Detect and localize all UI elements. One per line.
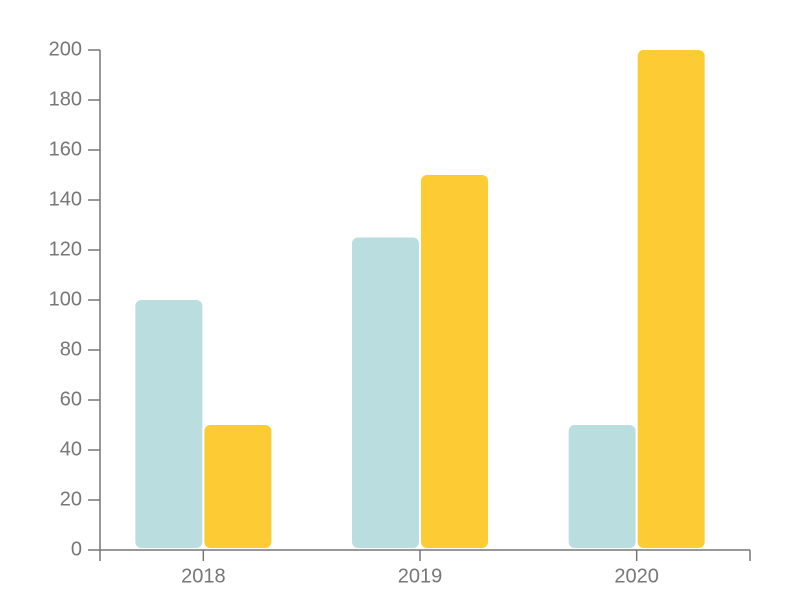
y-tick-label: 60 <box>60 388 82 410</box>
y-tick-label: 20 <box>60 488 82 510</box>
bar <box>204 425 272 548</box>
y-tick-label: 140 <box>49 188 82 210</box>
y-tick-label: 180 <box>49 88 82 110</box>
x-tick-label: 2018 <box>181 565 226 587</box>
y-tick-label: 120 <box>49 238 82 260</box>
bar <box>135 300 203 548</box>
y-tick-label: 100 <box>49 288 82 310</box>
bar <box>421 175 488 548</box>
bar <box>637 50 705 548</box>
y-tick-label: 40 <box>60 438 82 460</box>
bar <box>352 237 419 548</box>
x-tick-label: 2020 <box>614 565 659 587</box>
y-tick-label: 80 <box>60 338 82 360</box>
y-tick-label: 0 <box>71 538 82 560</box>
bar <box>568 425 636 548</box>
y-tick-label: 200 <box>49 38 82 60</box>
y-tick-label: 160 <box>49 138 82 160</box>
x-tick-label: 2019 <box>398 565 443 587</box>
